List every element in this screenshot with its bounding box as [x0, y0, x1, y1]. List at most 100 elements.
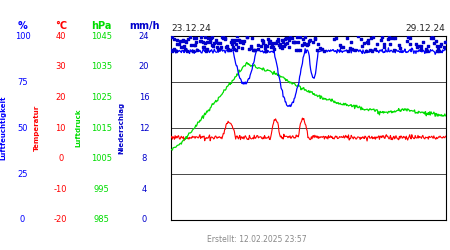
Point	[419, 40, 427, 44]
Point	[186, 35, 193, 39]
Point	[283, 42, 290, 46]
Text: 985: 985	[93, 216, 109, 224]
Point	[433, 50, 440, 54]
Point	[275, 43, 283, 47]
Point	[230, 45, 237, 49]
Text: 24: 24	[139, 32, 149, 41]
Point	[300, 36, 307, 40]
Point	[184, 36, 192, 40]
Point	[265, 39, 272, 43]
Point	[257, 44, 265, 48]
Point	[278, 46, 285, 50]
Point	[227, 40, 234, 44]
Point	[167, 48, 175, 52]
Point	[280, 44, 288, 48]
Point	[236, 40, 243, 44]
Point	[395, 43, 402, 47]
Point	[297, 48, 304, 52]
Text: 0: 0	[20, 216, 25, 224]
Text: mm/h: mm/h	[129, 21, 159, 31]
Point	[390, 36, 397, 40]
Point	[183, 40, 190, 44]
Point	[234, 34, 241, 38]
Point	[215, 47, 222, 51]
Point	[213, 44, 220, 48]
Point	[423, 49, 431, 53]
Text: 100: 100	[14, 32, 31, 41]
Point	[357, 36, 364, 40]
Point	[355, 34, 362, 38]
Point	[235, 38, 242, 42]
Point	[291, 40, 298, 44]
Point	[260, 42, 267, 46]
Point	[380, 45, 387, 49]
Point	[368, 49, 375, 53]
Point	[270, 42, 278, 46]
Point	[387, 42, 394, 46]
Point	[428, 36, 435, 40]
Text: 16: 16	[139, 93, 149, 102]
Point	[169, 35, 176, 39]
Point	[203, 40, 210, 44]
Point	[187, 44, 194, 48]
Point	[435, 49, 442, 53]
Text: 29.12.24: 29.12.24	[406, 24, 446, 32]
Point	[284, 36, 292, 40]
Text: 12: 12	[139, 124, 149, 132]
Point	[238, 46, 245, 50]
Point	[214, 41, 221, 45]
Point	[304, 42, 311, 46]
Point	[320, 49, 327, 53]
Point	[246, 47, 253, 51]
Point	[219, 34, 226, 38]
Point	[313, 48, 320, 52]
Point	[385, 37, 392, 41]
Text: 1015: 1015	[91, 124, 112, 132]
Text: 0: 0	[58, 154, 63, 163]
Text: 50: 50	[17, 124, 28, 132]
Text: 20: 20	[55, 93, 66, 102]
Point	[314, 42, 321, 46]
Point	[243, 35, 250, 39]
Point	[270, 47, 277, 51]
Point	[345, 49, 352, 53]
Point	[381, 42, 388, 46]
Point	[248, 46, 255, 50]
Point	[192, 40, 199, 44]
Point	[222, 45, 230, 49]
Point	[239, 41, 246, 45]
Point	[175, 42, 182, 46]
Point	[406, 42, 414, 46]
Point	[431, 41, 438, 45]
Point	[302, 35, 309, 39]
Point	[301, 42, 308, 46]
Point	[231, 40, 238, 44]
Point	[346, 46, 353, 50]
Text: Niederschlag: Niederschlag	[118, 102, 125, 154]
Point	[202, 34, 209, 38]
Point	[441, 44, 448, 48]
Point	[366, 48, 373, 52]
Point	[198, 39, 205, 43]
Point	[181, 39, 189, 43]
Text: 75: 75	[17, 78, 28, 87]
Point	[428, 35, 435, 39]
Point	[412, 42, 419, 46]
Point	[392, 36, 399, 40]
Point	[192, 42, 199, 46]
Point	[200, 45, 207, 49]
Point	[303, 44, 310, 48]
Point	[224, 44, 231, 48]
Point	[261, 46, 269, 50]
Point	[286, 45, 293, 49]
Point	[209, 35, 216, 39]
Point	[272, 41, 279, 45]
Point	[274, 38, 282, 42]
Point	[238, 39, 245, 43]
Point	[232, 42, 239, 46]
Point	[179, 38, 186, 42]
Point	[180, 45, 187, 49]
Text: 25: 25	[17, 170, 28, 178]
Point	[330, 37, 338, 41]
Point	[180, 44, 188, 48]
